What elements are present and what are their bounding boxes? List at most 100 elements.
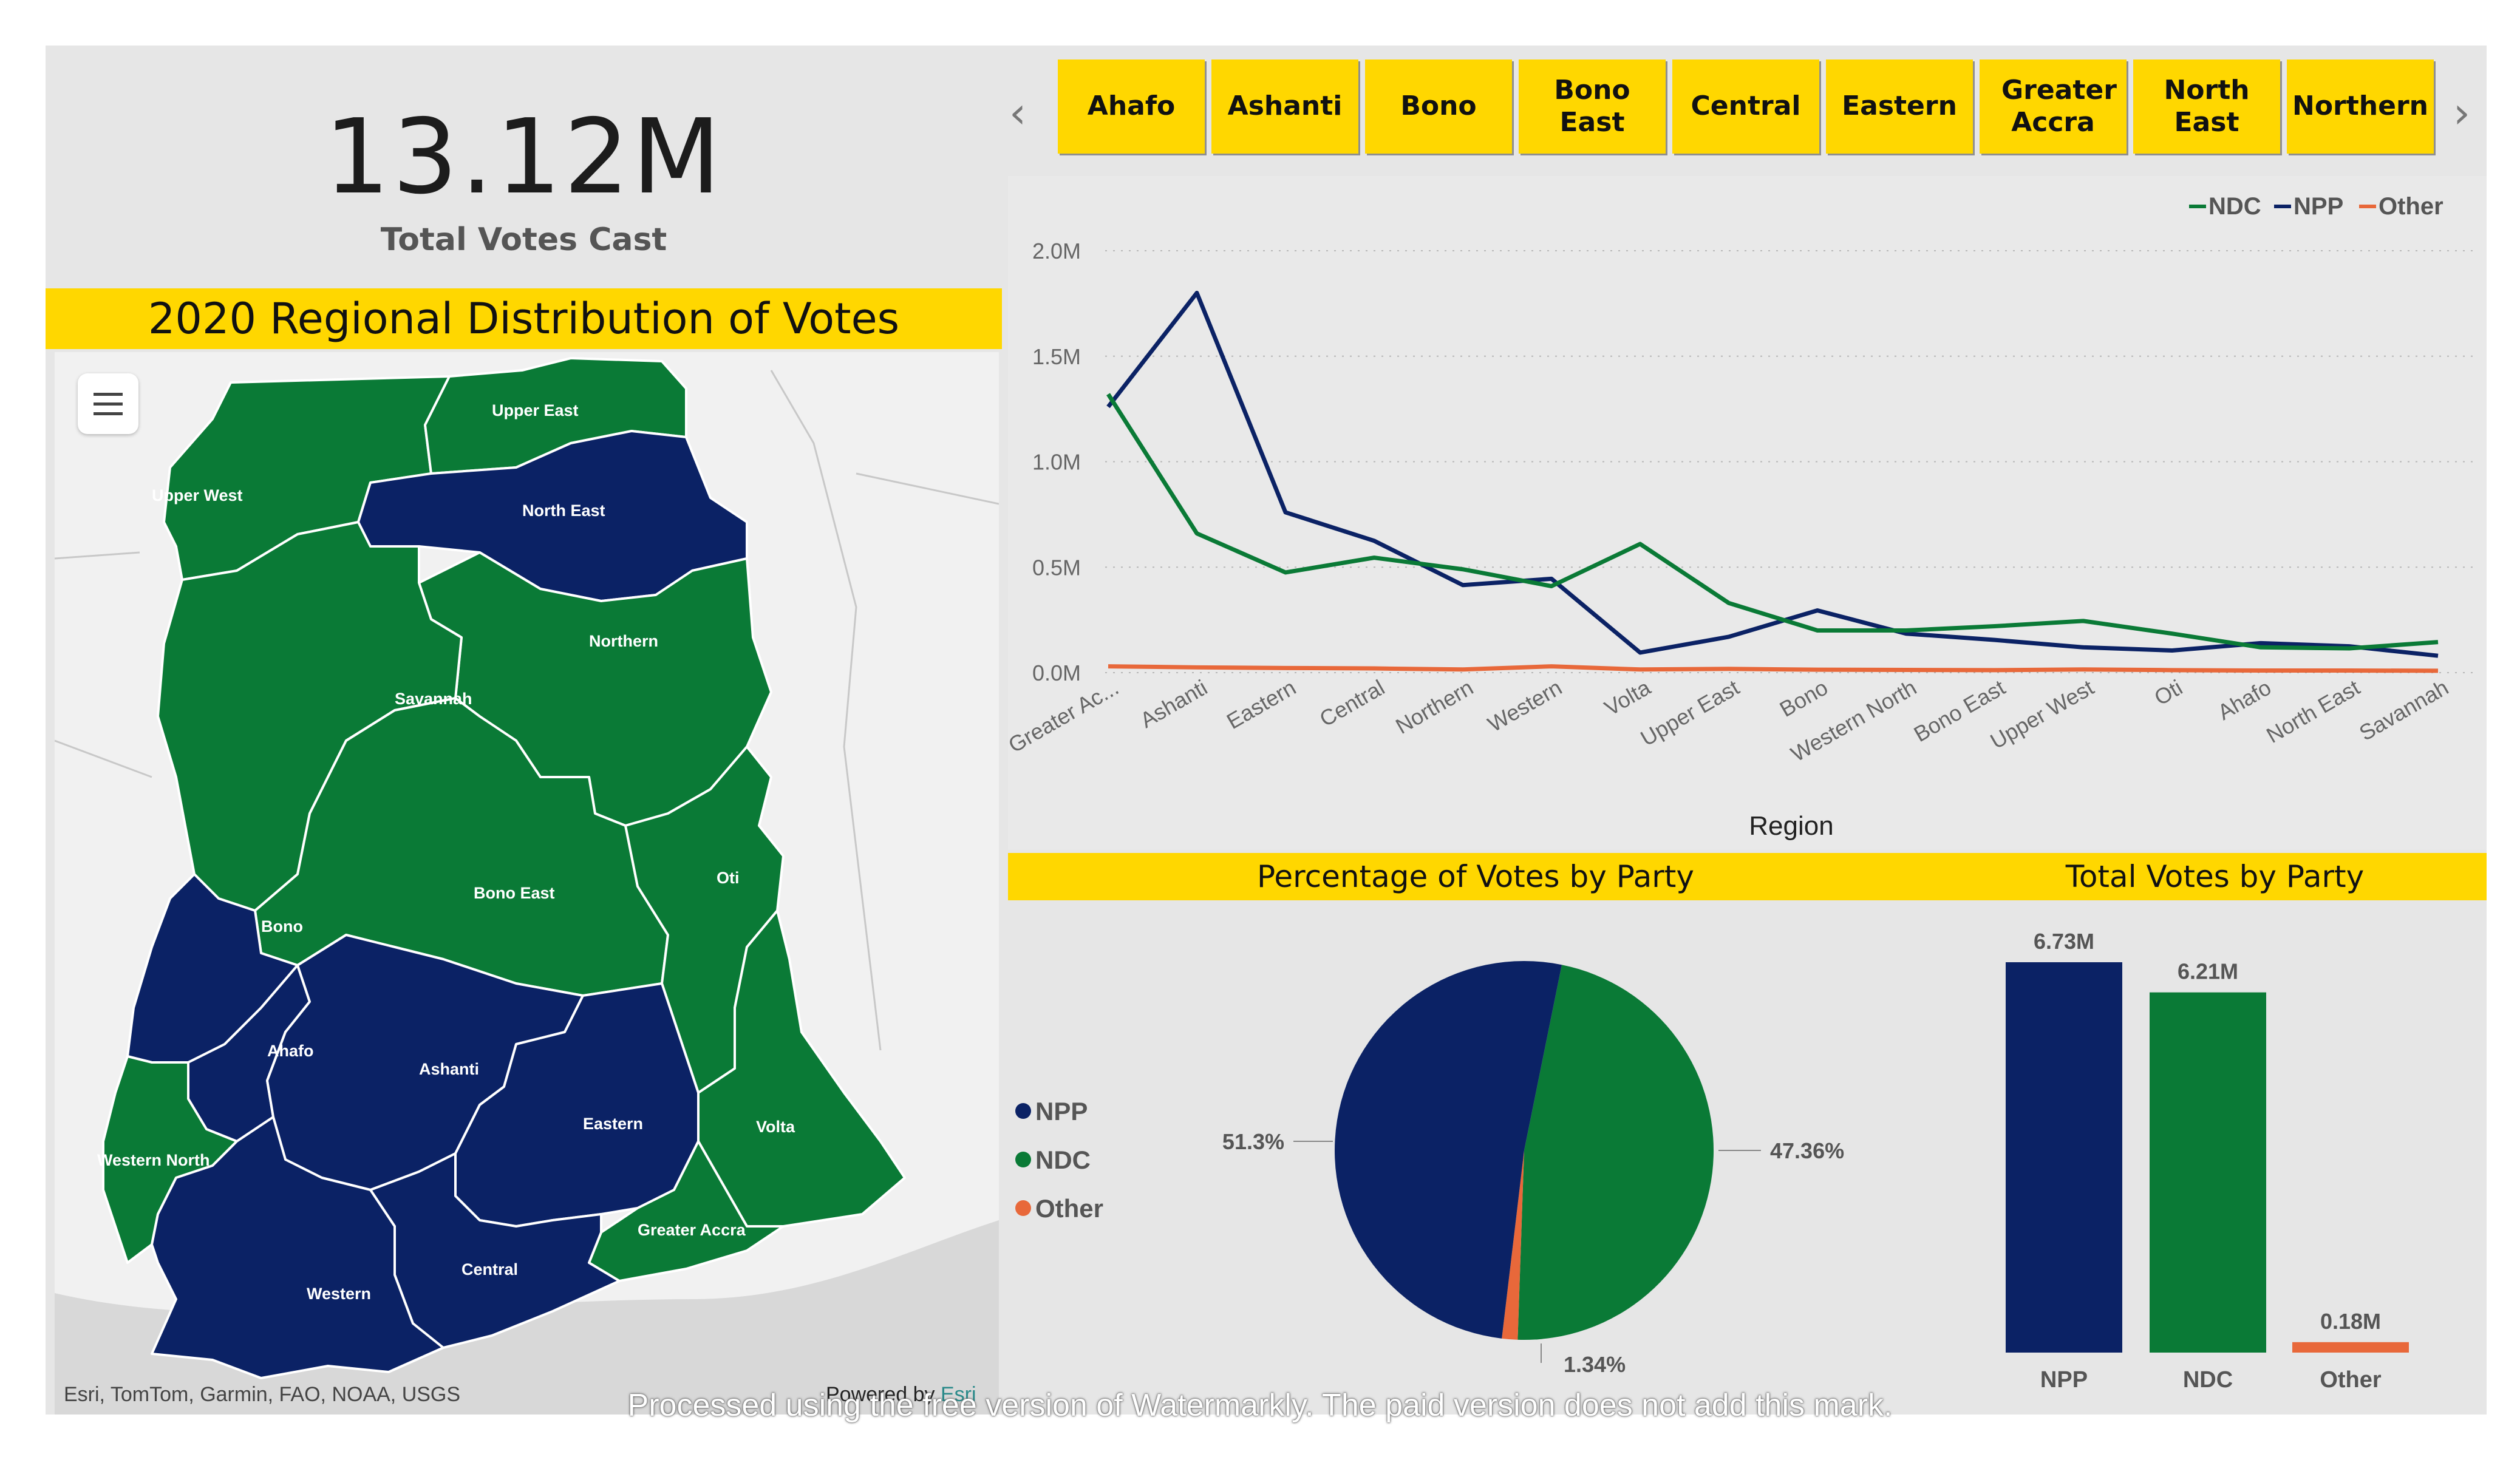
legend-label[interactable]: Other xyxy=(2379,193,2443,220)
map-label-northern: Northern xyxy=(589,632,658,650)
bar-category-label: Other xyxy=(2320,1367,2382,1393)
slicer-item-greater-accra[interactable]: Greater Accra xyxy=(1980,59,2127,154)
slicer-item-bono-east[interactable]: Bono East xyxy=(1519,59,1666,154)
y-tick-label: 2.0M xyxy=(1032,239,1081,263)
bar-other[interactable] xyxy=(2292,1342,2409,1353)
x-tick-label: North East xyxy=(2262,674,2364,748)
bar-npp[interactable] xyxy=(2006,962,2122,1353)
esri-brand: Esri xyxy=(941,1383,976,1406)
bar-chart-svg: 6.73M NPP 6.21M NDC 0.18M Other xyxy=(2006,929,2409,1393)
bar-ndc[interactable] xyxy=(2150,992,2266,1353)
kpi-total-votes-value: 13.12M xyxy=(324,97,724,217)
map-svg: Upper West Upper East North East Norther… xyxy=(55,352,999,1415)
x-tick-label: Savannah xyxy=(2355,674,2453,745)
slicer-item-north-east[interactable]: North East xyxy=(2133,59,2280,154)
slicer-item-label: Northern xyxy=(2292,90,2428,122)
series-line-ndc[interactable] xyxy=(1106,393,2439,651)
bar-data-label: 0.18M xyxy=(2320,1309,2381,1334)
legend-label[interactable]: NPP xyxy=(1035,1097,1088,1126)
votes-by-region-line-chart: 0.0M 0.5M 1.0M 1.5M 2.0M Greater Ac... Ashanti… xyxy=(1004,176,2487,850)
x-tick-label: Oti xyxy=(2150,674,2187,710)
bar-data-label: 6.73M xyxy=(2034,929,2094,954)
map-label-eastern: Eastern xyxy=(583,1115,643,1133)
x-tick-label: Western xyxy=(1483,674,1566,736)
x-tick-label: Bono xyxy=(1776,674,1832,722)
powered-by-text: Powered by xyxy=(826,1383,935,1406)
slicer-item-central[interactable]: Central xyxy=(1672,59,1819,154)
map-label-oti: Oti xyxy=(717,869,740,887)
pie-chart-title: Percentage of Votes by Party xyxy=(1008,853,1943,900)
map-title: 2020 Regional Distribution of Votes xyxy=(46,288,1002,349)
pie-data-label: 47.36% xyxy=(1770,1138,1844,1163)
x-tick-label: Ahafo xyxy=(2213,674,2275,725)
x-tick-label: Greater Ac... xyxy=(1008,674,1123,758)
slicer-item-label: Greater Accra xyxy=(2001,74,2117,138)
y-tick-label: 0.0M xyxy=(1032,661,1081,685)
pie-slice-other[interactable] xyxy=(1502,1150,1524,1340)
map-label-volta: Volta xyxy=(756,1118,795,1136)
legend-label[interactable]: NDC xyxy=(2208,193,2261,220)
map-label-ashanti: Ashanti xyxy=(419,1060,479,1078)
x-tick-label: Central xyxy=(1315,674,1389,732)
map-label-greater-accra: Greater Accra xyxy=(638,1221,746,1239)
map-label-upper-west: Upper West xyxy=(152,486,243,504)
x-tick-label: Eastern xyxy=(1222,674,1300,734)
bar-data-label: 6.21M xyxy=(2178,959,2238,984)
slicer-item-northern[interactable]: Northern xyxy=(2287,59,2434,154)
slicer-item-label: Ashanti xyxy=(1227,90,1343,122)
x-tick-label: Volta xyxy=(1600,674,1655,721)
legend-label[interactable]: Other xyxy=(1035,1194,1103,1223)
pie-chart-svg: 51.3% 47.36% 1.34% NPP NDC Other xyxy=(1015,960,1844,1377)
map-label-north-east: North East xyxy=(522,501,605,520)
x-axis-label: Region xyxy=(1749,811,1833,841)
x-tick-label: Ashanti xyxy=(1136,674,1211,733)
map-label-savannah: Savannah xyxy=(395,690,472,708)
slicer-item-label: Bono xyxy=(1400,90,1477,122)
y-tick-label: 0.5M xyxy=(1032,555,1081,580)
pie-slice-ndc[interactable] xyxy=(1517,965,1714,1340)
legend-marker xyxy=(1015,1103,1031,1119)
pie-data-label: 1.34% xyxy=(1564,1352,1626,1377)
y-tick-label: 1.5M xyxy=(1032,344,1081,369)
map-label-ahafo: Ahafo xyxy=(267,1042,314,1060)
slicer-item-label: North East xyxy=(2164,74,2250,138)
slicer-item-label: Bono East xyxy=(1554,74,1630,138)
map-label-bono: Bono xyxy=(261,917,303,936)
series-line-npp[interactable] xyxy=(1106,291,2439,658)
regional-map[interactable]: Upper West Upper East North East Norther… xyxy=(55,352,999,1415)
legend-marker xyxy=(1015,1152,1031,1167)
x-tick-label: Upper East xyxy=(1636,674,1743,751)
slicer-item-label: Ahafo xyxy=(1087,90,1176,122)
y-tick-label: 1.0M xyxy=(1032,450,1081,475)
esri-powered-by[interactable]: Powered by Esri xyxy=(826,1383,976,1407)
legend-label[interactable]: NPP xyxy=(2294,193,2343,220)
legend-marker xyxy=(1015,1200,1031,1216)
x-tick-label: Northern xyxy=(1391,674,1477,739)
map-label-upper-east: Upper East xyxy=(492,401,579,419)
percentage-by-party-pie-chart: 51.3% 47.36% 1.34% NPP NDC Other xyxy=(1008,902,1943,1415)
bar-category-label: NDC xyxy=(2183,1367,2233,1393)
region-slicer: ‹ Ahafo Ashanti Bono Bono East Central Easter… xyxy=(1008,55,2487,161)
series-line-other[interactable] xyxy=(1108,664,2439,673)
map-label-bono-east: Bono East xyxy=(474,884,555,902)
slicer-item-bono[interactable]: Bono xyxy=(1365,59,1512,154)
chevron-left-icon[interactable]: ‹ xyxy=(1009,88,1026,138)
chevron-right-icon[interactable]: › xyxy=(2453,88,2470,138)
map-label-central: Central xyxy=(461,1260,518,1279)
map-attribution: Esri, TomTom, Garmin, FAO, NOAA, USGS xyxy=(64,1383,461,1406)
legend-label[interactable]: NDC xyxy=(1035,1146,1091,1174)
slicer-item-ahafo[interactable]: Ahafo xyxy=(1058,59,1205,154)
watermark-text: Processed using the free version of Wate… xyxy=(627,1388,1893,1423)
region-western[interactable] xyxy=(151,1116,444,1379)
pie-data-label: 51.3% xyxy=(1222,1129,1284,1154)
bar-chart-title: Total Votes by Party xyxy=(1943,853,2487,900)
slicer-item-ashanti[interactable]: Ashanti xyxy=(1211,59,1358,154)
line-chart-svg: 0.0M 0.5M 1.0M 1.5M 2.0M Greater Ac... Ashanti… xyxy=(1004,193,2477,841)
pie-slice-npp[interactable] xyxy=(1334,960,1562,1339)
bar-category-label: NPP xyxy=(2040,1367,2088,1393)
slicer-item-label: Eastern xyxy=(1842,90,1957,122)
hamburger-menu-icon[interactable] xyxy=(78,373,138,434)
slicer-item-eastern[interactable]: Eastern xyxy=(1826,59,1973,154)
total-votes-by-party-bar-chart: 6.73M NPP 6.21M NDC 0.18M Other xyxy=(1949,902,2487,1415)
map-label-western: Western xyxy=(307,1285,371,1303)
